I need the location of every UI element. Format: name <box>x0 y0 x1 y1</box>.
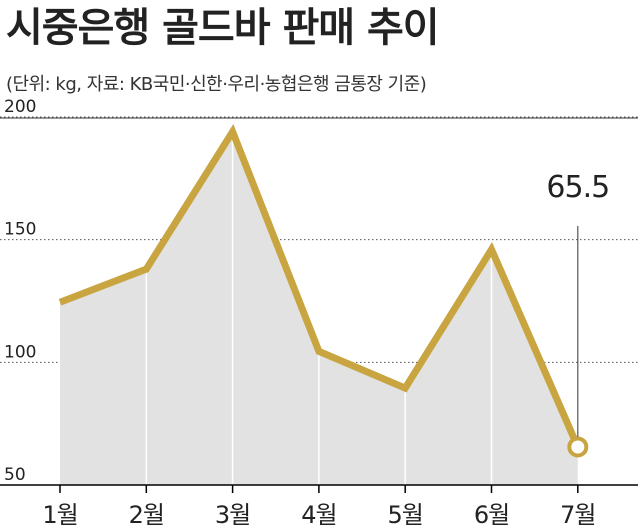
month-dividers <box>145 135 493 485</box>
data-point-marker <box>567 436 589 458</box>
series-line-layer <box>58 123 589 458</box>
axis-frame <box>0 117 638 493</box>
y-tick-label: 100 <box>4 342 36 362</box>
chart-title: 시중은행 골드바 판매 추이 <box>6 5 440 51</box>
x-tick-label: 4월 <box>301 501 336 529</box>
area-fill-layer <box>60 131 578 485</box>
x-tick-label: 2월 <box>129 501 164 529</box>
x-tick-label: 1월 <box>42 501 77 529</box>
x-tick-label: 5월 <box>388 501 423 529</box>
y-tick-label: 50 <box>4 465 26 485</box>
chart-subtitle: (단위: kg, 자료: KB국민·신한·우리·농협은행 금통장 기준) <box>6 74 427 95</box>
axis-labels: 50 100 150 200 1월 2월 3월 4월 5월 6월 7월 <box>4 97 596 529</box>
series-line <box>58 123 582 449</box>
y-tick-label: 150 <box>4 220 36 240</box>
y-tick-label: 200 <box>4 97 36 117</box>
x-tick-label: 3월 <box>215 501 250 529</box>
x-tick-label: 6월 <box>474 501 509 529</box>
area-fill <box>60 131 578 485</box>
annotation-layer: 65.5 <box>546 170 610 437</box>
x-tick-label: 7월 <box>560 501 595 529</box>
annotation-value-label: 65.5 <box>546 170 609 205</box>
